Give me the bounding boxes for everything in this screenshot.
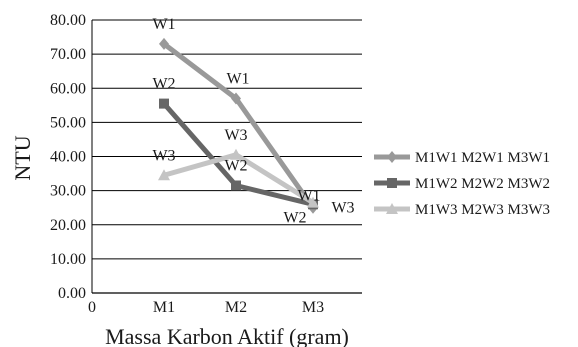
legend-entry: M1W1 M2W1 M3W1: [374, 150, 550, 166]
y-tick-label: 20.00: [50, 217, 86, 234]
data-point: [159, 37, 169, 50]
y-tick-label: 60.00: [50, 80, 86, 97]
data-label: W3: [224, 127, 247, 144]
y-tick-label: 50.00: [50, 114, 86, 131]
y-tick-label: 10.00: [50, 251, 86, 268]
y-tick-label: 0.00: [58, 285, 86, 302]
data-point: [231, 92, 241, 105]
legend: M1W1 M2W1 M3W1 M1W2 M2W2 M3W2 M1W3 M2W3 M3…: [374, 150, 550, 218]
data-point: [386, 203, 398, 214]
data-label: W2: [224, 158, 247, 175]
axes: [91, 20, 362, 294]
legend-label: M1W1 M2W1 M3W1: [415, 150, 550, 166]
x-axis-title: Massa Karbon Aktif (gram): [105, 324, 349, 347]
data-label: W2: [152, 76, 175, 93]
data-point: [230, 148, 242, 160]
data-point: [158, 169, 170, 181]
data-label: W1: [152, 16, 175, 33]
y-tick-label: 30.00: [50, 183, 86, 200]
data-label: W1: [297, 188, 320, 205]
series-3: [158, 148, 319, 208]
y-axis-title: NTU: [10, 135, 35, 180]
x-tick-label: M3: [302, 299, 324, 316]
data-point: [159, 98, 169, 109]
y-tick-label: 40.00: [50, 149, 86, 166]
data-label: W1: [226, 70, 249, 87]
y-tick-labels: 0.00 10.00 20.00 30.00 40.00 50.00 60.00 70.00 8…: [50, 12, 86, 302]
y-tick-label: 80.00: [50, 12, 86, 29]
legend-entry: M1W3 M2W3 M3W3: [374, 202, 550, 218]
x-origin-label: 0: [88, 299, 96, 316]
x-tick-label: M1: [153, 299, 175, 316]
data-point: [231, 180, 241, 191]
data-point: [387, 151, 397, 163]
series-1: [159, 37, 318, 214]
point-labels: W1 W1 W1 W2 W2 W2 W3 W3 W3: [152, 16, 354, 226]
y-tick-label: 70.00: [50, 46, 86, 63]
series-group: [158, 37, 319, 214]
data-label: W2: [283, 209, 306, 226]
data-label: W3: [331, 200, 354, 217]
data-point: [387, 178, 397, 188]
legend-label: M1W3 M2W3 M3W3: [415, 202, 550, 218]
legend-entry: M1W2 M2W2 M3W2: [374, 176, 550, 192]
legend-label: M1W2 M2W2 M3W2: [415, 176, 550, 192]
x-tick-labels: 0 M1 M2 M3: [88, 299, 324, 316]
data-point: [307, 196, 319, 208]
data-label: W3: [152, 147, 175, 164]
x-tick-label: M2: [225, 299, 247, 316]
